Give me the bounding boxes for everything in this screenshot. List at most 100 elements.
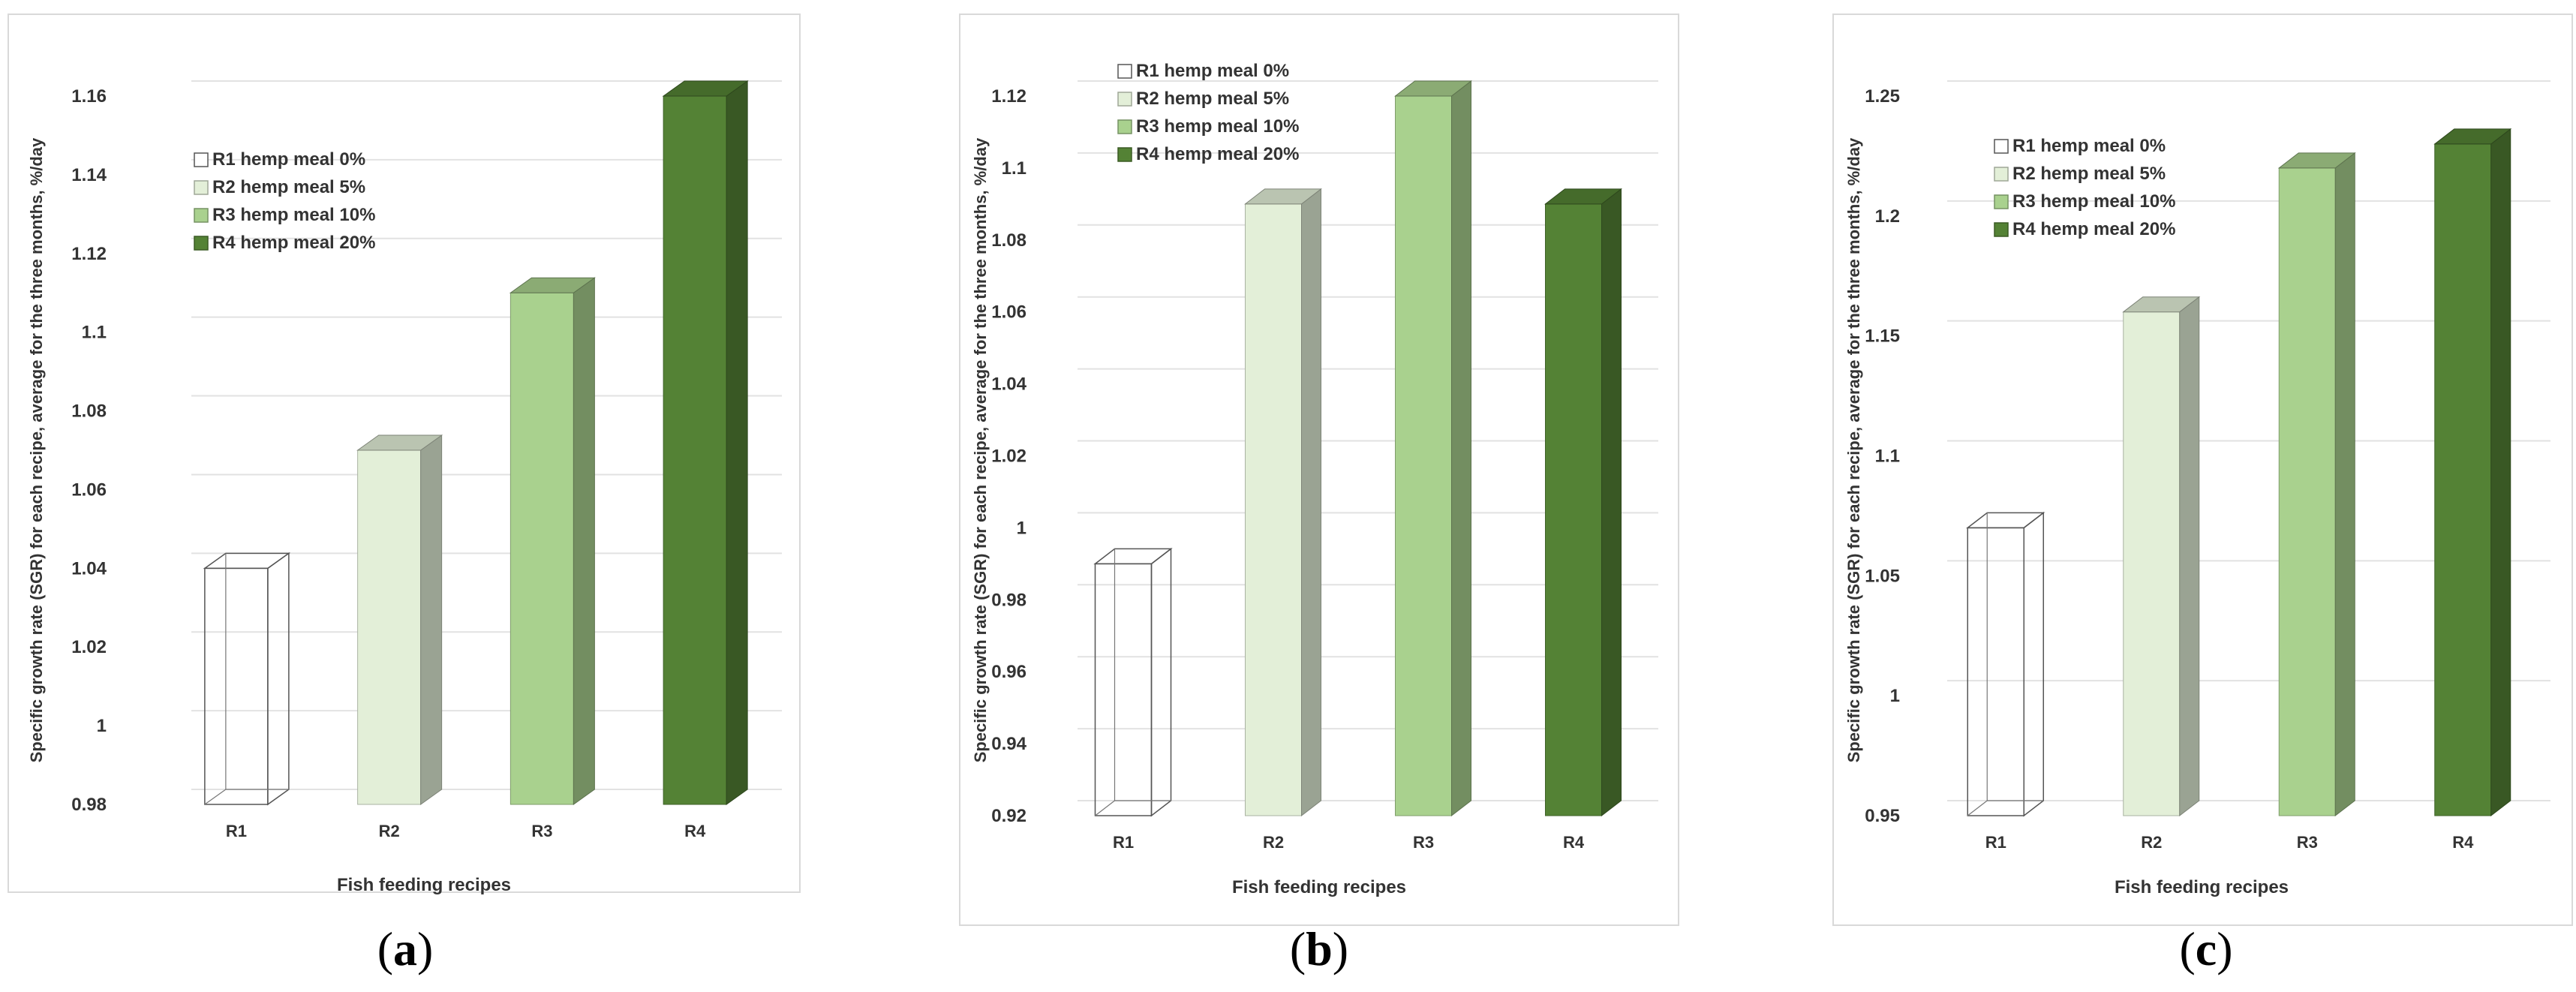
y-tick-label: 1.02 [71, 637, 107, 657]
bar-r2 [2122, 296, 2201, 817]
bar-side [2023, 511, 2044, 817]
y-axis-title: Specific growth rate (SGR) for each reci… [971, 137, 990, 762]
legend-label-r3: R3 hemp meal 10% [1136, 116, 1299, 137]
y-tick-label: 1.12 [71, 244, 107, 264]
bar-front [204, 567, 269, 805]
bar-r3 [509, 277, 596, 805]
legend-label-r1: R1 hemp meal 0% [212, 149, 365, 170]
legend-swatch-r3 [1117, 119, 1132, 134]
y-tick-label: 0.95 [1865, 806, 1900, 826]
legend-label-r1: R1 hemp meal 0% [2012, 136, 2166, 156]
bar-r1 [1966, 511, 2045, 817]
chart-c: 0.95 1 1.05 1.1 1.15 1.2 1.25 R1 R2 R3 R4 R1 hemp m… [1844, 80, 2550, 897]
legend-label-r2: R2 hemp meal 5% [2012, 164, 2166, 184]
x-tick-label: R3 [2297, 833, 2318, 852]
legend-label-r4: R4 hemp meal 20% [1136, 144, 1299, 164]
bar-side [2334, 152, 2355, 817]
bar-top [1544, 188, 1622, 205]
bar-r1 [203, 552, 291, 806]
bar-side [726, 80, 748, 805]
bar-r4 [662, 80, 749, 805]
caption-c: (c) [2179, 922, 2233, 975]
y-tick-label: 0.94 [991, 734, 1026, 754]
legend-label-r4: R4 hemp meal 20% [212, 233, 375, 253]
x-axis-title: Fish feeding recipes [1232, 877, 1406, 897]
legend-swatch-r4 [194, 236, 209, 251]
bar-r2 [1244, 188, 1322, 817]
bar-front [663, 95, 727, 805]
bar-r2 [356, 434, 443, 805]
bar-r3 [1394, 80, 1472, 817]
y-tick-label: 1.06 [71, 479, 107, 500]
y-axis-title: Specific growth rate (SGR) for each reci… [1844, 137, 1863, 762]
x-tick-label: R1 [226, 822, 247, 840]
legend-swatch-r4 [1117, 147, 1132, 162]
caption-b: (b) [1289, 922, 1349, 975]
bar-front [1967, 527, 2024, 816]
y-tick-label: 1.1 [82, 323, 107, 343]
bar-r1 [1093, 547, 1173, 817]
legend-label-r2: R2 hemp meal 5% [212, 177, 365, 197]
legend-label-r4: R4 hemp meal 20% [2012, 219, 2175, 239]
bar-top [509, 277, 596, 293]
x-tick-label: R4 [684, 822, 706, 840]
chart-a: 0.98 1 1.02 1.04 1.06 1.08 1.1 1.12 1.14 1.16 R1 R2… [27, 80, 782, 894]
bar-side [1301, 188, 1321, 817]
bar-side [1601, 188, 1622, 817]
bar-front [1395, 95, 1452, 816]
legend-swatch-r2 [1994, 167, 2009, 182]
y-tick-label: 1.15 [1865, 326, 1900, 347]
y-tick-label: 1.1 [1875, 446, 1900, 467]
legend-swatch-r3 [1994, 194, 2009, 209]
x-axis-title: Fish feeding recipes [337, 875, 511, 894]
bar-top [356, 434, 443, 451]
legend-label-r3: R3 hemp meal 10% [2012, 191, 2175, 212]
y-tick-label: 1.08 [991, 230, 1026, 251]
y-tick-label: 1.2 [1875, 206, 1900, 227]
caption-a: (a) [377, 922, 434, 975]
bar-side [267, 552, 290, 806]
bar-top [1093, 548, 1173, 565]
y-tick-label: 1.06 [991, 302, 1026, 323]
x-tick-label: R1 [1113, 833, 1134, 852]
bar-top [662, 80, 749, 97]
bar-r3 [2277, 152, 2356, 817]
x-tick-label: R1 [1985, 833, 2006, 852]
legend-label-r3: R3 hemp meal 10% [212, 205, 375, 225]
bar-front [2123, 311, 2181, 816]
bar-front [1245, 203, 1302, 816]
bar-front [509, 292, 574, 805]
x-tick-label: R2 [2141, 833, 2162, 852]
x-tick-label: R2 [1263, 833, 1284, 852]
bar-side [1150, 547, 1172, 817]
bar-back-edge [1095, 800, 1115, 816]
y-tick-label: 1.08 [71, 401, 107, 422]
bar-front [1094, 563, 1153, 816]
bar-front [1545, 203, 1602, 816]
y-tick-label: 1.12 [991, 86, 1026, 107]
bar-side [2179, 296, 2200, 817]
y-tick-label: 0.92 [991, 806, 1026, 826]
legend-swatch-r1 [194, 152, 209, 167]
bar-back-edge [1967, 800, 1988, 816]
legend-swatch-r4 [1994, 222, 2009, 237]
y-axis-title: Specific growth rate (SGR) for each reci… [27, 137, 46, 762]
bar-side [2490, 128, 2511, 817]
y-tick-label: 1.05 [1865, 566, 1900, 586]
bar-top [2122, 296, 2201, 313]
bar-top [2433, 128, 2512, 145]
legend-label-r2: R2 hemp meal 5% [1136, 89, 1289, 109]
bar-top [1394, 80, 1472, 97]
x-axis-title: Fish feeding recipes [2115, 877, 2289, 897]
y-tick-label: 1.25 [1865, 86, 1900, 107]
legend-swatch-r2 [194, 180, 209, 195]
bar-r4 [2433, 128, 2512, 817]
y-tick-label: 1 [97, 716, 107, 736]
bar-front [357, 449, 422, 805]
y-tick-label: 1.04 [991, 374, 1026, 395]
y-tick-label: 1.02 [991, 446, 1026, 467]
y-tick-label: 0.98 [71, 795, 107, 815]
bar-top [2277, 152, 2356, 169]
legend-swatch-r2 [1117, 92, 1132, 107]
legend-swatch-r1 [1994, 139, 2009, 154]
